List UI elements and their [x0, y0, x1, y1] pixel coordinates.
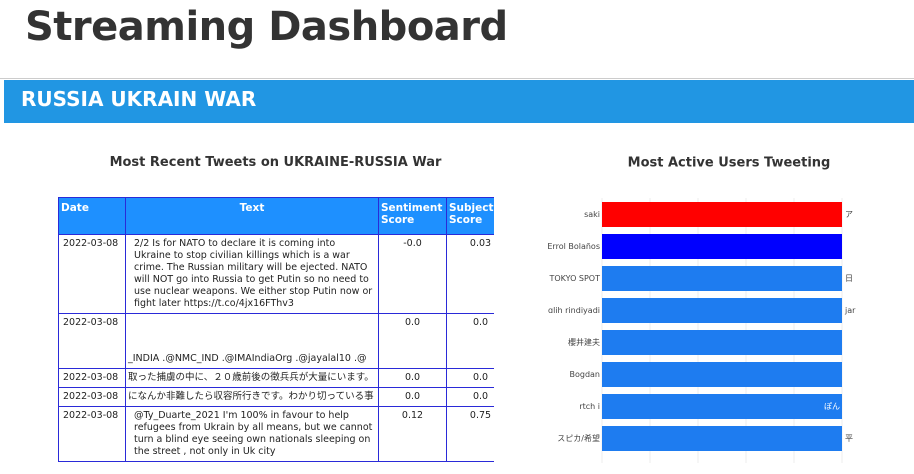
table-cell: @Ty_Duarte_2021 I'm 100% in favour to he… [125, 406, 379, 462]
table-row: 2022-03-08 になんか非難したら収容所行きです。わかり切っている事 0.0 0… [58, 387, 494, 407]
y-tick-label: ɑlih rindiyadi [548, 306, 600, 315]
table-cell: 2022-03-08 [58, 313, 126, 369]
bar-text: ア [845, 210, 853, 219]
bar [602, 266, 842, 291]
page-title: Streaming Dashboard [25, 4, 508, 50]
table-cell: 0.03 [446, 234, 494, 314]
table-cell: 2022-03-08 [58, 234, 126, 314]
table-cell: 2022-03-08 [58, 368, 126, 388]
table-cell: 0.0 [446, 368, 494, 388]
y-tick-label: saki [584, 210, 600, 219]
bar [602, 202, 842, 227]
y-tick-label: 櫻井建夫 [568, 337, 600, 347]
banner-title: RUSSIA UKRAIN WAR [21, 87, 257, 111]
table-cell: -0.0 [378, 234, 447, 314]
table-cell: 0.12 [378, 406, 447, 462]
column-header: Date [58, 197, 126, 235]
table-cell: 0.0 [378, 387, 447, 407]
table-cell: 取った捕虜の中に、２０歳前後の徴兵兵が大量にいます。 [125, 368, 379, 388]
table-cell: 0.0 [378, 368, 447, 388]
table-cell: 2022-03-08 [58, 406, 126, 462]
bar [602, 426, 842, 451]
y-tick-label: スピカ/希望 [557, 433, 600, 443]
table-title: Most Recent Tweets on UKRAINE-RUSSIA War [109, 155, 442, 170]
bar-text: ぽん [824, 402, 840, 411]
bar-text: 日 [845, 274, 853, 283]
column-header: Text [125, 197, 379, 235]
table-row: 2022-03-08 @Ty_Duarte_2021 I'm 100% in fa… [58, 406, 494, 462]
column-header: Subjectivity Score [446, 197, 494, 235]
table-cell: 0.0 [446, 387, 494, 407]
bar [602, 298, 842, 323]
table-cell: になんか非難したら収容所行きです。わかり切っている事 [125, 387, 379, 407]
bar-text: 平 [845, 434, 853, 443]
bar [602, 330, 842, 355]
banner: RUSSIA UKRAIN WAR [4, 80, 914, 123]
bar [602, 394, 842, 419]
y-tick-label: Bogdan [569, 370, 600, 379]
column-header: Sentiment Score [378, 197, 447, 235]
y-tick-label: Errol Bolaños [547, 242, 600, 251]
table-cell: 0.0 [446, 313, 494, 369]
table-row: 2022-03-08 _INDIA .@NMC_IND .@IMAIndiaOrg… [58, 313, 494, 369]
y-tick-label: TOKYO SPOT [548, 274, 600, 283]
bar-text: jar [844, 306, 856, 315]
bar [602, 234, 842, 259]
divider [0, 78, 914, 79]
table-row: 2022-03-08 取った捕虜の中に、２０歳前後の徴兵兵が大量にいます。 0.0 0… [58, 368, 494, 388]
table-cell: 0.0 [378, 313, 447, 369]
bar-chart: Most Active Users Tweeting saki ア Errol Bo… [547, 156, 856, 463]
table-cell: 2022-03-08 [58, 387, 126, 407]
y-tick-label: rtch i [579, 402, 600, 411]
table-cell: _INDIA .@NMC_IND .@IMAIndiaOrg .@jayalal… [125, 313, 379, 369]
chart-title: Most Active Users Tweeting [628, 156, 831, 171]
table-row: 2022-03-08 2/2 Is for NATO to declare it … [58, 234, 494, 314]
bar [602, 362, 842, 387]
table-cell: 2/2 Is for NATO to declare it is coming … [125, 234, 379, 314]
table-cell: 0.75 [446, 406, 494, 462]
